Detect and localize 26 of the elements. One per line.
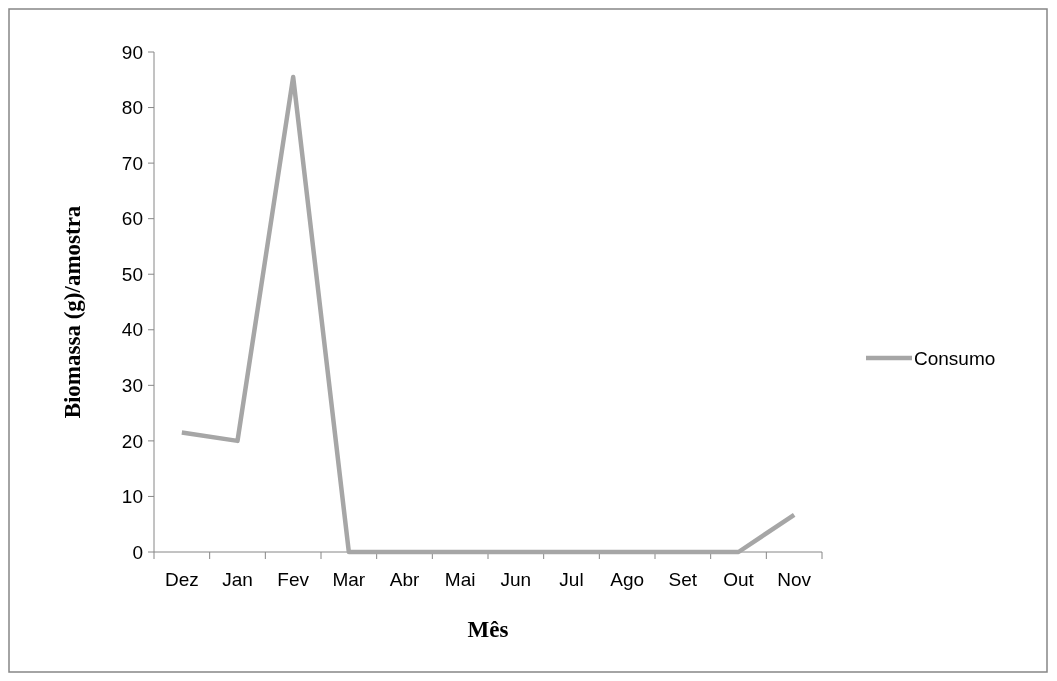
- y-tick-label: 30: [121, 374, 143, 396]
- x-tick-label: Ago: [610, 569, 645, 590]
- x-tick-label: Jul: [559, 569, 584, 590]
- legend-label: Consumo: [914, 347, 996, 369]
- y-tick-label: 60: [121, 208, 143, 230]
- y-tick-label: 0: [132, 541, 143, 563]
- y-tick-label: 40: [121, 319, 143, 341]
- x-tick-label: Jun: [500, 569, 532, 590]
- x-tick-label: Abr: [389, 569, 420, 590]
- y-tick-label: 20: [121, 430, 143, 452]
- x-tick-label: Jan: [222, 569, 253, 590]
- line-series: [179, 74, 797, 555]
- x-tick-label: Out: [723, 569, 755, 590]
- x-tick-label: Dez: [164, 569, 199, 590]
- y-tick-label: 10: [121, 486, 143, 508]
- y-axis-title: Biomassa (g)/amostra: [60, 205, 85, 419]
- x-tick-label: Set: [668, 569, 698, 590]
- x-axis-title: Mês: [467, 617, 509, 642]
- x-tick-label: Mar: [332, 569, 366, 590]
- y-tick-label: 50: [121, 263, 143, 285]
- x-tick-label: Fev: [277, 569, 310, 590]
- x-tick-label: Mai: [444, 569, 476, 590]
- x-tick-label: Nov: [777, 569, 812, 590]
- y-tick-label: 70: [121, 152, 143, 174]
- y-tick-label: 90: [121, 41, 143, 63]
- y-tick-label: 80: [121, 97, 143, 119]
